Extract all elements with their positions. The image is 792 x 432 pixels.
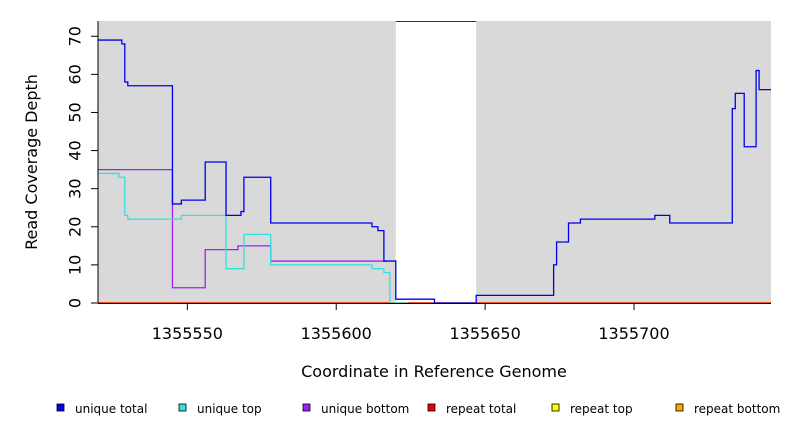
series-line-unique-top (98, 172, 408, 304)
y-tick-label: 40 (66, 140, 85, 160)
y-tick-label: 20 (66, 217, 85, 237)
x-tick-label: 1355700 (598, 324, 669, 343)
legend-swatch-unique-top (178, 403, 187, 412)
no-data-region (395, 21, 477, 303)
series-line-unique-total (98, 39, 771, 304)
legend-label-unique-total: unique total (75, 402, 147, 416)
x-tick-label: 1355650 (449, 324, 520, 343)
legend-swatch-repeat-bottom (675, 403, 684, 412)
legend-swatch-repeat-total (427, 403, 436, 412)
y-tick-label: 60 (66, 64, 85, 84)
legend-label-repeat-bottom: repeat bottom (694, 402, 780, 416)
legend-swatch-unique-total (56, 403, 65, 412)
y-tick-label: 10 (66, 255, 85, 275)
legend-swatch-unique-bottom (302, 403, 311, 412)
x-tick-label: 1355550 (152, 324, 223, 343)
legend-label-unique-bottom: unique bottom (321, 402, 409, 416)
y-tick-label: 70 (66, 26, 85, 46)
axes: 0 10 20 30 40 50 60 70 1355550 1355600 1355650 1355… (66, 21, 771, 343)
plot-background (98, 21, 771, 303)
y-tick-label: 0 (66, 298, 85, 308)
y-axis-title: Read Coverage Depth (22, 74, 41, 250)
y-tick-label: 50 (66, 102, 85, 122)
legend-label-unique-top: unique top (197, 402, 262, 416)
x-tick-label: 1355600 (301, 324, 372, 343)
legend: unique total unique top unique bottom repea… (56, 402, 780, 416)
y-tick-label: 30 (66, 178, 85, 198)
x-axis-title: Coordinate in Reference Genome (301, 362, 567, 381)
legend-label-repeat-top: repeat top (570, 402, 633, 416)
legend-label-repeat-total: repeat total (446, 402, 516, 416)
legend-swatch-repeat-top (551, 403, 560, 412)
